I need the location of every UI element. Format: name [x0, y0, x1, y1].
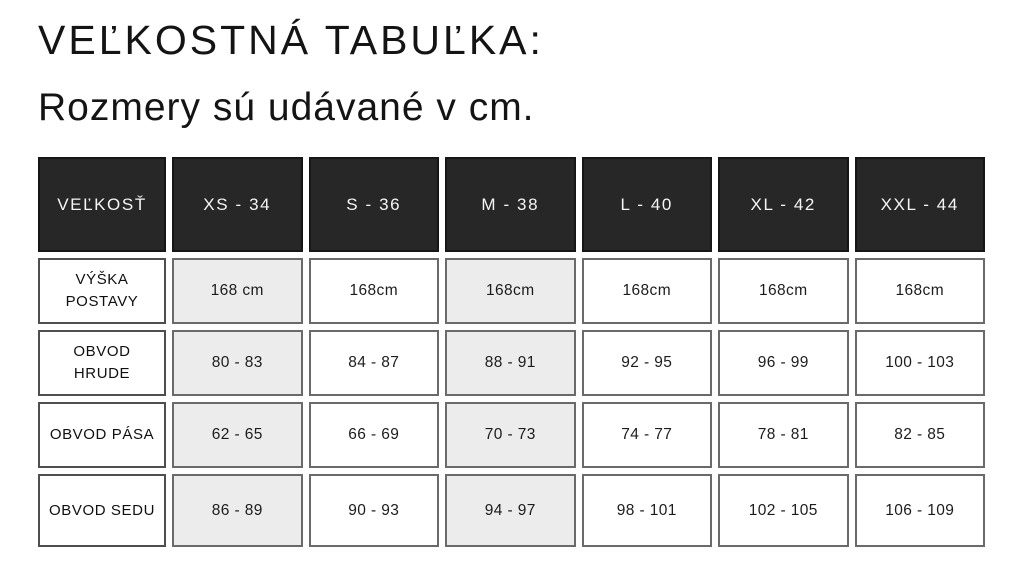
data-cell-waist-xxl: 82 - 85: [854, 402, 985, 468]
data-cell-hips-s: 90 - 93: [308, 474, 439, 547]
header-cell-xxl: XXL - 44: [854, 157, 985, 252]
row-label-chest: OBVOD HRUDE: [38, 330, 166, 396]
data-cell-chest-xl: 96 - 99: [718, 330, 849, 396]
header-cell-xl: XL - 42: [718, 157, 849, 252]
header-cell-s: S - 36: [308, 157, 439, 252]
data-cell-hips-xl: 102 - 105: [718, 474, 849, 547]
data-cell-height-l: 168cm: [581, 258, 712, 324]
header-cell-m: M - 38: [445, 157, 576, 252]
data-cell-hips-xxl: 106 - 109: [854, 474, 985, 547]
data-cell-height-m: 168cm: [445, 258, 576, 324]
header-cell-size: VEĽKOSŤ: [38, 157, 166, 252]
data-cell-chest-m: 88 - 91: [445, 330, 576, 396]
row-label-height: VÝŠKA POSTAVY: [38, 258, 166, 324]
data-cell-chest-xxl: 100 - 103: [854, 330, 985, 396]
data-cell-chest-xs: 80 - 83: [172, 330, 303, 396]
data-cell-height-s: 168cm: [308, 258, 439, 324]
data-cell-height-xl: 168cm: [718, 258, 849, 324]
data-cell-waist-l: 74 - 77: [581, 402, 712, 468]
row-label-waist: OBVOD PÁSA: [38, 402, 166, 468]
data-cell-hips-m: 94 - 97: [445, 474, 576, 547]
data-cell-chest-l: 92 - 95: [581, 330, 712, 396]
data-cell-waist-s: 66 - 69: [308, 402, 439, 468]
data-cell-height-xxl: 168cm: [854, 258, 985, 324]
data-cell-waist-xs: 62 - 65: [172, 402, 303, 468]
page-title: VEĽKOSTNÁ TABUĽKA:: [38, 17, 544, 63]
size-table: VEĽKOSŤ XS - 34 S - 36 M - 38 L - 40 XL …: [38, 157, 985, 547]
data-cell-hips-l: 98 - 101: [581, 474, 712, 547]
data-cell-waist-m: 70 - 73: [445, 402, 576, 468]
data-cell-chest-s: 84 - 87: [308, 330, 439, 396]
data-cell-hips-xs: 86 - 89: [172, 474, 303, 547]
header-cell-xs: XS - 34: [172, 157, 303, 252]
page-subtitle: Rozmery sú udávané v cm.: [38, 86, 535, 129]
header-cell-l: L - 40: [581, 157, 712, 252]
row-label-hips: OBVOD SEDU: [38, 474, 166, 547]
data-cell-height-xs: 168 cm: [172, 258, 303, 324]
data-cell-waist-xl: 78 - 81: [718, 402, 849, 468]
